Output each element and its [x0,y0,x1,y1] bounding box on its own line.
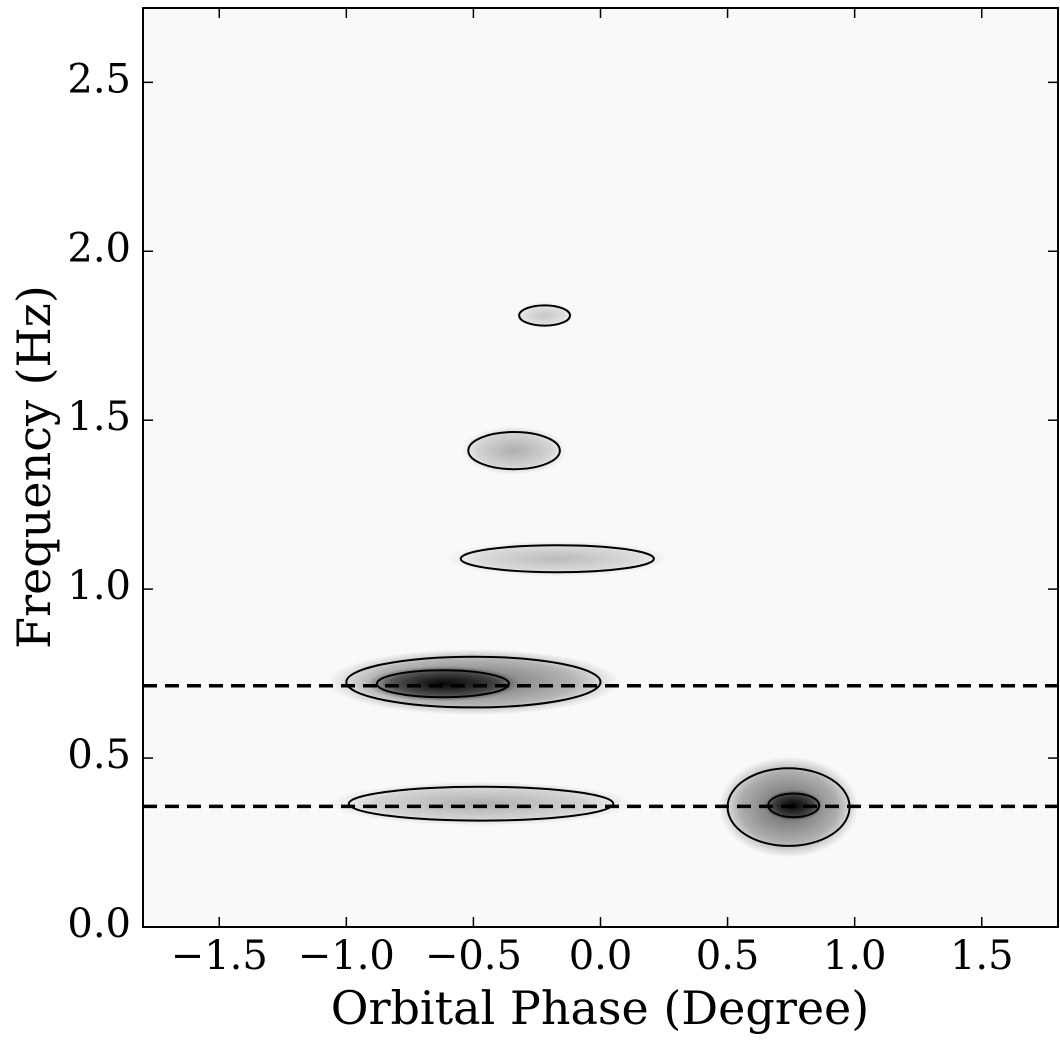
x-tick-label: 1.5 [950,933,1014,979]
x-tick-label: −1.0 [298,933,395,979]
contour [345,655,602,709]
intensity-blob [446,541,669,577]
contour [467,431,561,471]
intensity-blob [461,426,567,475]
y-tick-label: 2.5 [67,56,131,102]
contour [459,544,655,574]
x-tick-label: 0.0 [569,933,633,979]
x-tick-label: −0.5 [425,933,522,979]
y-axis-label: Frequency (Hz) [7,285,61,649]
contour [347,785,615,822]
x-tick-label: 0.5 [696,933,760,979]
intensity-blob [515,302,574,329]
plot-background [143,8,1058,927]
y-tick-label: 0.5 [67,732,131,778]
y-tick-label: 0.0 [67,901,131,947]
contour [375,669,510,699]
x-tick-label: −1.5 [171,933,268,979]
contour [518,304,571,327]
y-tick-label: 1.0 [67,563,131,609]
y-tick-label: 1.5 [67,394,131,440]
plot-frame [142,7,1059,928]
x-tick-label: 1.0 [823,933,887,979]
y-tick-label: 2.0 [67,225,131,271]
intensity-blob [366,666,519,702]
intensity-blob [329,781,634,826]
x-axis-label: Orbital Phase (Degree) [331,981,869,1035]
